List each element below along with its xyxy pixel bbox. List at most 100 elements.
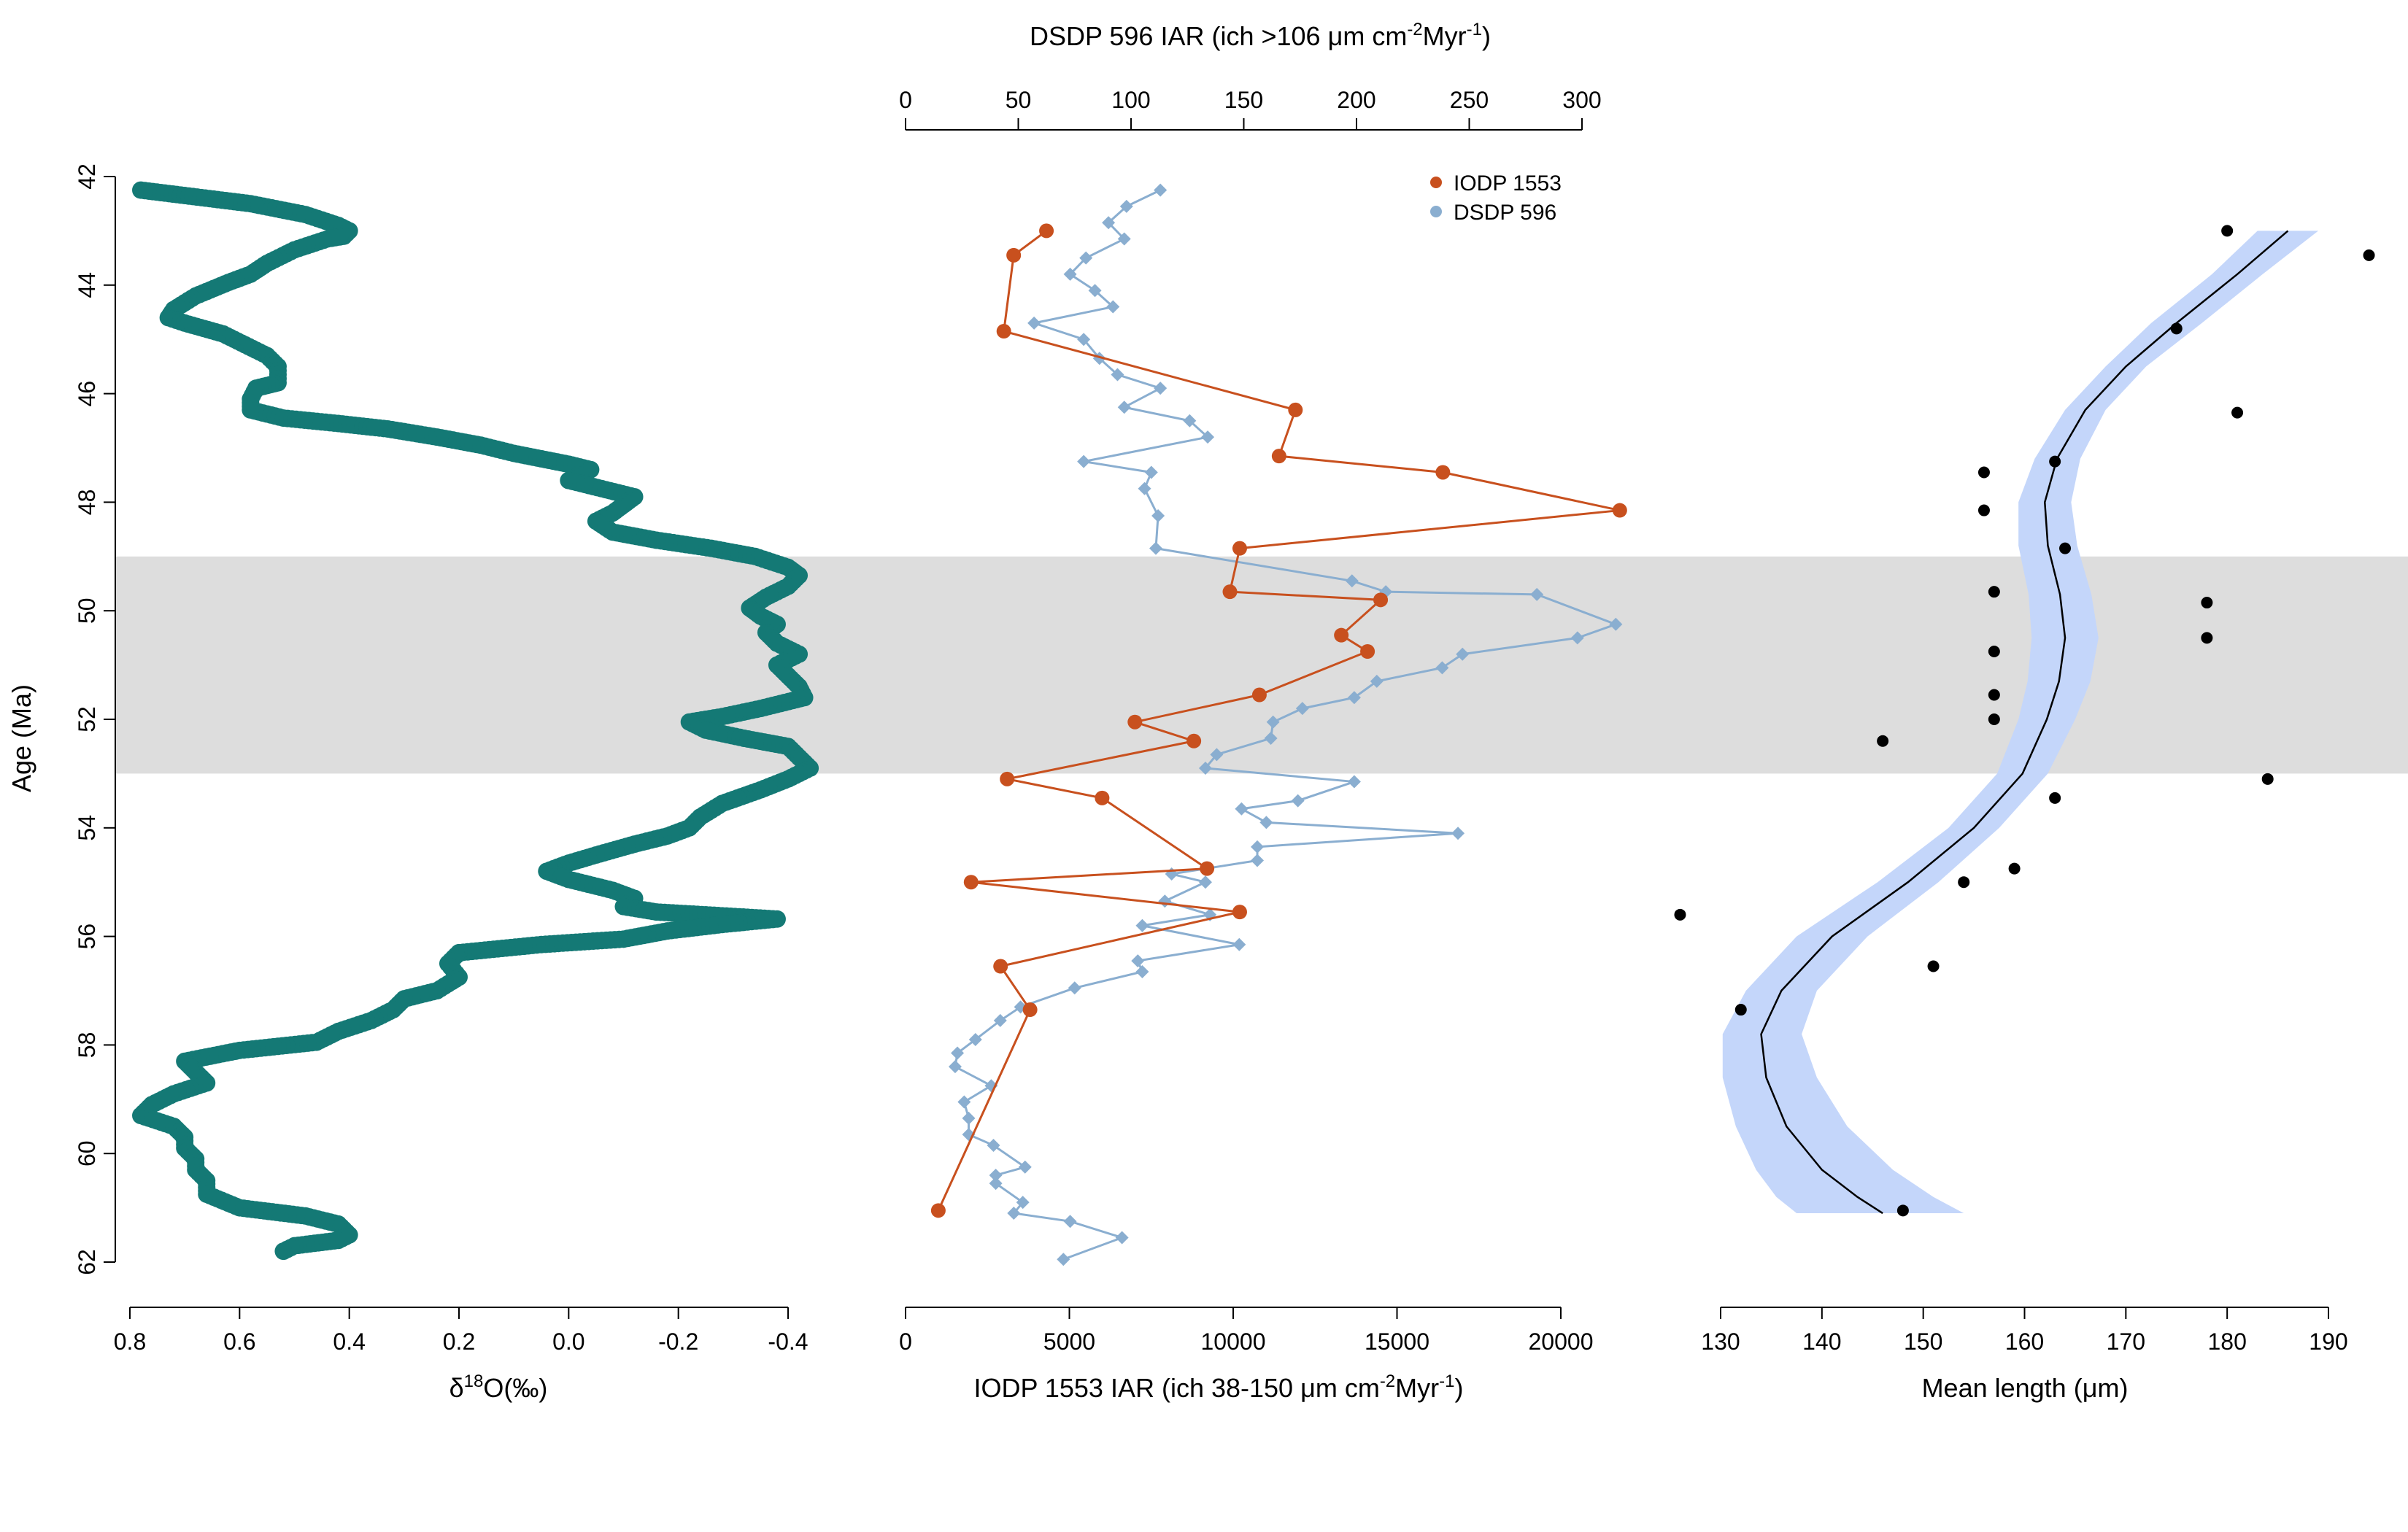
length-x-tick-label: 170 (2107, 1328, 2145, 1355)
d18o-x-tick-label: 0.8 (114, 1328, 146, 1355)
dsdp-596-point (1251, 854, 1265, 867)
iodp-1553-point (1612, 503, 1627, 518)
legend-marker-dsdp-596 (1430, 206, 1442, 217)
dsdp-596-point (1347, 775, 1361, 789)
iodp-1553-x-axis: 0 5000 10000 15000 20000 (899, 1307, 1593, 1355)
dsdp-596-point (1135, 964, 1149, 978)
length-x-tick-label: 160 (2005, 1328, 2044, 1355)
mean-length-point (2059, 542, 2072, 554)
iodp-1553-point (1200, 861, 1215, 876)
dsdp-596-point (993, 1013, 1007, 1027)
iodp-1553-point (1288, 402, 1303, 417)
dsdp-596-point (1144, 465, 1158, 479)
d18o-x-tick-label: 0.6 (223, 1328, 255, 1355)
y-tick-label: 52 (74, 706, 100, 732)
mean-length-points (1674, 225, 2375, 1217)
d18o-x-tick-label: -0.2 (658, 1328, 698, 1355)
dsdp-596-top-axis-label: DSDP 596 IAR (ich >106 μm cm-2Myr-1) (1030, 20, 1491, 51)
legend: IODP 1553 DSDP 596 (1430, 171, 1562, 225)
dsdp-596-point (1119, 199, 1133, 213)
dsdp-596-series (948, 183, 1623, 1266)
iodp-1553-point (930, 1203, 946, 1218)
iodp-1553-point (1006, 247, 1022, 263)
iodp-1553-point (1271, 449, 1286, 464)
y-tick-label: 46 (74, 381, 100, 407)
top-tick-label: 200 (1337, 87, 1375, 113)
iodp-1553-point (1232, 541, 1247, 556)
top-tick-label: 100 (1111, 87, 1150, 113)
dsdp-596-top-axis: 0 50 100 150 200 250 300 (899, 87, 1602, 131)
y-tick-label: 50 (74, 597, 100, 624)
d18o-x-tick-label: 0.0 (552, 1328, 584, 1355)
mean-length-point (2261, 773, 2274, 785)
iodp-1553-point (1334, 627, 1349, 643)
d18o-trace (132, 181, 819, 1261)
mean-length-point (1958, 876, 1970, 889)
iodp-1553-point (1360, 644, 1375, 659)
dsdp-596-point (962, 1111, 976, 1125)
iodp-x-tick-label: 5000 (1043, 1328, 1095, 1355)
mean-length-point (1988, 646, 2000, 657)
mean-length-panel: 130 140 150 160 170 180 190 Mean length (μm) (1674, 225, 2375, 1403)
mean-length-point (2008, 862, 2021, 875)
d18o-x-tick-label: 0.4 (333, 1328, 365, 1355)
y-tick-label: 62 (74, 1249, 100, 1275)
mean-length-point (2201, 597, 2213, 609)
mean-length-x-axis-label: Mean length (μm) (1922, 1373, 2129, 1403)
mean-length-point (2201, 632, 2213, 644)
dsdp-596-point (1210, 748, 1224, 762)
iodp-x-tick-label: 0 (899, 1328, 912, 1355)
mean-length-point (1674, 908, 1686, 921)
legend-label-dsdp-596: DSDP 596 (1454, 201, 1556, 225)
dsdp-596-point (1068, 981, 1081, 995)
dsdp-596-point (1370, 674, 1384, 688)
y-tick-label: 54 (74, 815, 100, 841)
dsdp-596-point (1201, 430, 1215, 444)
mean-length-point (2170, 322, 2183, 335)
dsdp-596-point (1154, 183, 1168, 197)
dsdp-596-point (1027, 316, 1041, 330)
y-tick-label: 58 (74, 1032, 100, 1059)
dsdp-596-point (1102, 216, 1116, 230)
iar-panel: 0 5000 10000 15000 20000 0 50 100 150 200 250 300 … (899, 20, 1627, 1403)
mean-length-point (1877, 735, 1889, 747)
confidence-band (1722, 231, 2319, 1214)
dsdp-596-point (1266, 715, 1280, 729)
iodp-x-tick-label: 15000 (1365, 1328, 1429, 1355)
mean-length-point (2049, 792, 2061, 804)
legend-marker-iodp-1553 (1430, 177, 1442, 188)
dsdp-596-point (957, 1095, 971, 1109)
iodp-1553-point (1435, 465, 1451, 480)
dsdp-596-point (1016, 1196, 1030, 1210)
dsdp-596-point (1149, 541, 1162, 555)
iodp-1553-point (1373, 592, 1389, 608)
dsdp-596-point (1111, 368, 1124, 382)
dsdp-596-point (1154, 382, 1168, 395)
top-tick-label: 0 (899, 87, 912, 113)
dsdp-596-point (1007, 1207, 1021, 1220)
d18o-x-axis-label: δ18O(‰) (449, 1372, 548, 1403)
dsdp-596-point (1609, 617, 1623, 631)
d18o-x-axis: 0.8 0.6 0.4 0.2 0.0 -0.2 -0.4 (114, 1307, 809, 1355)
dsdp-596-point (1117, 232, 1131, 246)
dsdp-596-point (1183, 414, 1197, 428)
d18o-point (274, 1242, 293, 1261)
mean-length-point (2363, 249, 2375, 261)
dsdp-596-point (1131, 954, 1145, 968)
iodp-1553-point (1232, 905, 1247, 920)
y-axis-label: Age (Ma) (7, 684, 36, 792)
dsdp-596-point (1088, 284, 1102, 298)
iodp-1553-point (963, 875, 979, 890)
iodp-x-tick-label: 20000 (1529, 1328, 1594, 1355)
dsdp-596-point (1057, 1253, 1070, 1266)
mean-length-point (1896, 1204, 1909, 1217)
dsdp-596-point (1151, 509, 1165, 522)
length-x-tick-label: 130 (1701, 1328, 1740, 1355)
y-tick-label: 56 (74, 924, 100, 950)
dsdp-596-point (1063, 1215, 1077, 1229)
dsdp-596-point (1158, 894, 1172, 908)
iodp-1553-point (1127, 714, 1143, 730)
top-tick-label: 250 (1450, 87, 1489, 113)
iodp-1553-series (930, 223, 1627, 1218)
